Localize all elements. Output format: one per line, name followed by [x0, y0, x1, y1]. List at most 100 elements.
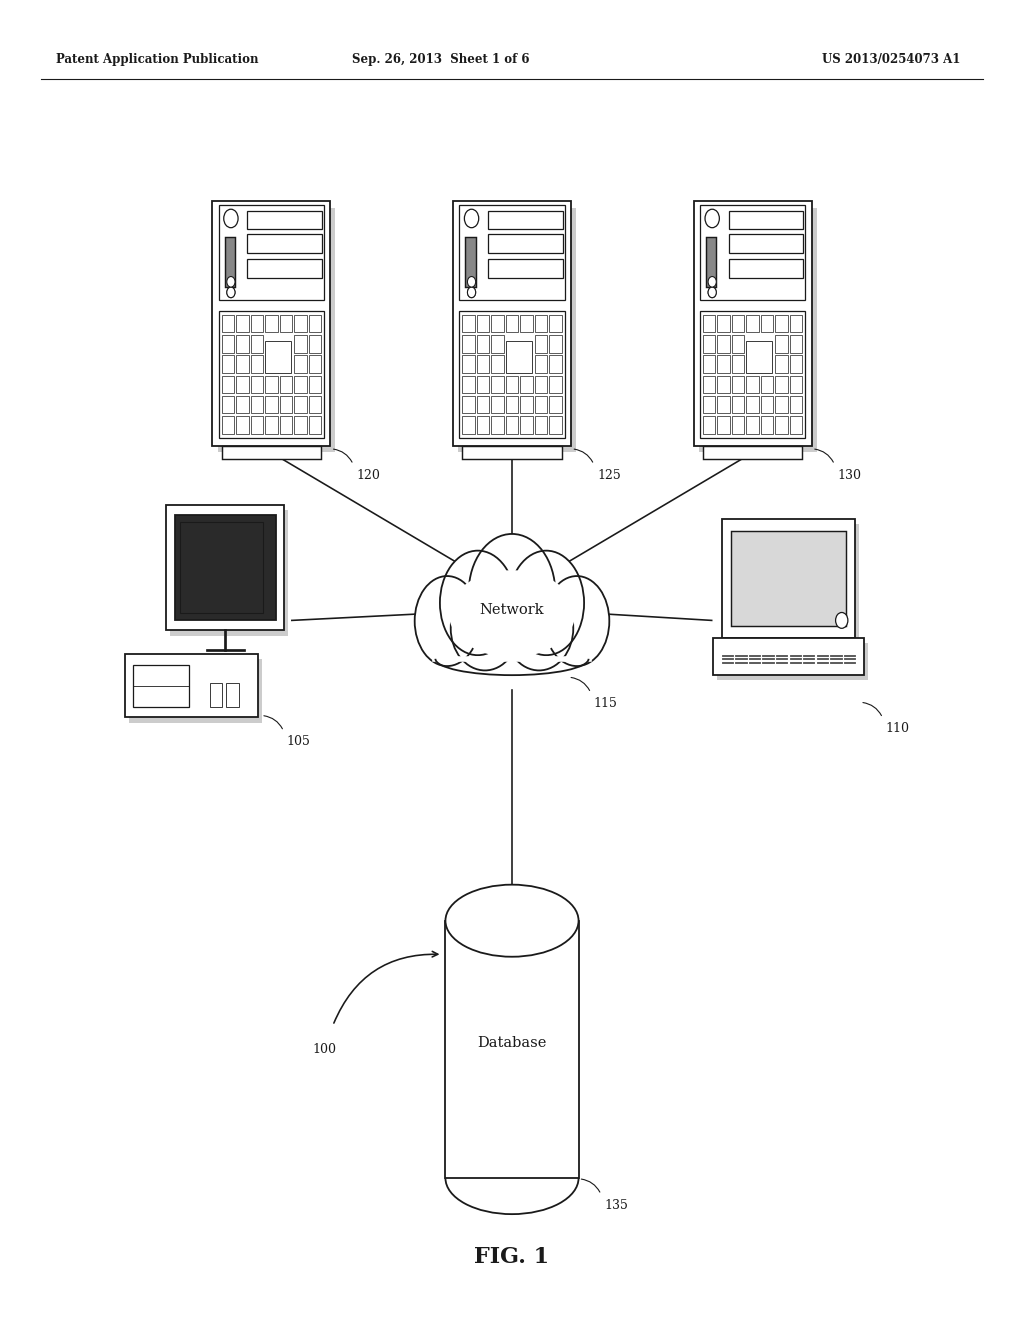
Bar [213, 202, 330, 446]
Bar [237, 416, 249, 433]
Ellipse shape [545, 576, 609, 667]
Bar [506, 396, 518, 413]
Bar [237, 314, 249, 333]
Circle shape [227, 286, 236, 297]
Circle shape [224, 209, 239, 227]
Bar [506, 416, 518, 433]
Circle shape [705, 209, 719, 227]
Bar [549, 314, 561, 333]
Bar [702, 335, 716, 352]
Bar [463, 396, 475, 413]
Bar [488, 260, 563, 279]
Bar [700, 205, 805, 300]
Bar [222, 355, 234, 372]
Bar [732, 416, 744, 433]
Bar [549, 355, 561, 372]
Bar [251, 396, 263, 413]
Circle shape [227, 286, 236, 297]
Ellipse shape [505, 586, 573, 671]
Bar [294, 416, 306, 433]
Bar [520, 416, 532, 433]
Bar [732, 314, 744, 333]
Circle shape [709, 277, 717, 286]
Text: Database: Database [477, 1036, 547, 1049]
Text: 115: 115 [594, 697, 617, 710]
Bar [133, 664, 189, 706]
Circle shape [227, 277, 236, 286]
Bar [180, 521, 262, 612]
Ellipse shape [442, 557, 582, 671]
Text: Network: Network [479, 603, 545, 616]
Ellipse shape [445, 884, 579, 957]
Bar [222, 446, 322, 459]
Bar [280, 396, 292, 413]
Bar [790, 416, 803, 433]
Bar [222, 416, 234, 433]
Text: 125: 125 [597, 469, 621, 482]
Bar [746, 375, 759, 393]
Bar [265, 396, 278, 413]
Bar [463, 446, 561, 459]
Bar [265, 375, 278, 393]
Bar [492, 375, 504, 393]
Text: 105: 105 [287, 735, 310, 748]
Bar [775, 314, 787, 333]
Text: 100: 100 [312, 1043, 336, 1056]
Bar [265, 416, 278, 433]
Bar [453, 202, 571, 446]
Bar [225, 236, 236, 286]
Bar [549, 396, 561, 413]
Bar [294, 396, 306, 413]
Bar [729, 210, 803, 230]
Bar [222, 314, 234, 333]
Bar [702, 314, 716, 333]
Bar [219, 310, 324, 438]
Bar [251, 375, 263, 393]
Bar [294, 314, 306, 333]
Bar [726, 524, 859, 643]
Bar [718, 335, 730, 352]
Bar [237, 375, 249, 393]
Bar [746, 341, 772, 372]
Bar [465, 236, 475, 286]
Bar [520, 375, 532, 393]
Bar [732, 355, 744, 372]
Bar [746, 396, 759, 413]
Bar [477, 375, 489, 393]
Bar [702, 446, 803, 459]
Bar [535, 396, 547, 413]
Bar [718, 375, 730, 393]
Bar [506, 375, 518, 393]
Bar [790, 375, 803, 393]
Bar [265, 341, 291, 372]
Bar [790, 314, 803, 333]
Bar [308, 416, 322, 433]
Bar [477, 396, 489, 413]
Bar [729, 260, 803, 279]
Bar [237, 355, 249, 372]
Bar [717, 643, 868, 680]
Bar [488, 210, 563, 230]
Bar [761, 396, 773, 413]
Ellipse shape [469, 533, 555, 651]
Bar [535, 335, 547, 352]
Text: Patent Application Publication: Patent Application Publication [56, 53, 259, 66]
Bar [280, 375, 292, 393]
Text: US 2013/0254073 A1: US 2013/0254073 A1 [821, 53, 961, 66]
Bar [280, 314, 292, 333]
Bar [535, 355, 547, 372]
Bar [790, 355, 803, 372]
Bar [210, 682, 222, 706]
Bar [549, 335, 561, 352]
Bar [477, 335, 489, 352]
Bar [459, 205, 565, 300]
Bar [237, 335, 249, 352]
Bar [492, 335, 504, 352]
Bar [488, 235, 563, 253]
Bar [492, 355, 504, 372]
Bar [463, 375, 475, 393]
Bar [294, 335, 306, 352]
Text: Sep. 26, 2013  Sheet 1 of 6: Sep. 26, 2013 Sheet 1 of 6 [351, 53, 529, 66]
Circle shape [467, 277, 476, 286]
Bar [775, 375, 787, 393]
